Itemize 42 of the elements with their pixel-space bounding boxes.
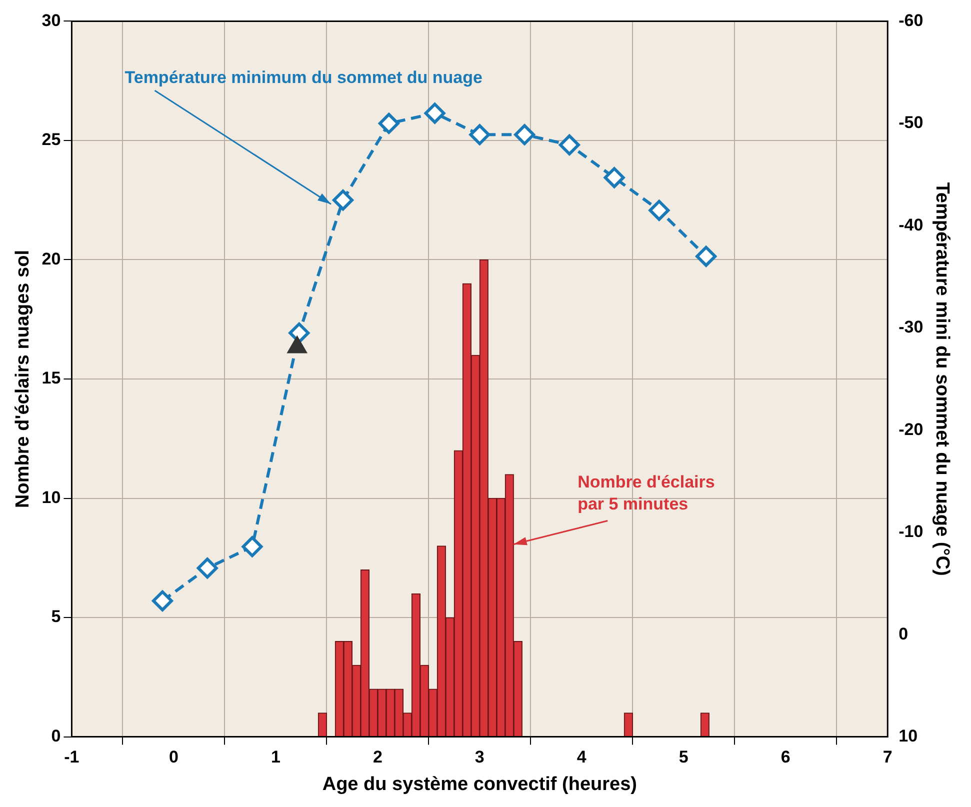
x-tick-label: -1 bbox=[64, 748, 80, 767]
point bbox=[558, 134, 580, 156]
point bbox=[514, 124, 536, 146]
x-tick-label: 2 bbox=[372, 748, 382, 767]
y-tick-label: 10 bbox=[42, 488, 61, 507]
y-tick-label: 15 bbox=[42, 368, 61, 388]
y2-tick-label: 10 bbox=[898, 726, 918, 746]
y2-tick-label: -40 bbox=[898, 215, 924, 234]
x-tick-label: 1 bbox=[270, 748, 280, 767]
x-tick-label: 7 bbox=[882, 748, 892, 767]
point bbox=[604, 167, 625, 188]
text: Température minimum du sommet du nuage bbox=[124, 68, 482, 88]
y2-tick-label: -30 bbox=[898, 318, 924, 337]
y-tick-label: 5 bbox=[51, 607, 61, 626]
y-tick-label: 20 bbox=[42, 249, 61, 268]
point bbox=[152, 590, 173, 612]
x-axis-title: Age du système convectif (heures) bbox=[322, 774, 637, 795]
x-tick-label: 5 bbox=[678, 748, 688, 767]
y2-tick-label: -50 bbox=[898, 113, 924, 132]
y2-tick-label: -20 bbox=[898, 420, 924, 439]
y2-axis-title: Température mini du sommet du nuage (°C) bbox=[931, 182, 952, 576]
text: Nombre d'éclairs par 5 minutes bbox=[578, 472, 715, 514]
y2-tick-label: 0 bbox=[898, 624, 908, 644]
y-tick-label: 0 bbox=[51, 726, 61, 746]
y-tick-label: 25 bbox=[42, 130, 61, 150]
point bbox=[378, 112, 400, 134]
point bbox=[424, 102, 446, 124]
point bbox=[288, 322, 310, 344]
point bbox=[469, 124, 490, 146]
point bbox=[332, 190, 354, 211]
x-tick-label: 0 bbox=[168, 748, 178, 767]
point bbox=[696, 246, 717, 267]
x-tick-label: 4 bbox=[576, 748, 587, 767]
x-tick-label: 6 bbox=[780, 748, 790, 767]
point bbox=[648, 200, 670, 221]
point bbox=[196, 558, 218, 579]
y-tick-label: 30 bbox=[42, 10, 61, 30]
y-axis-title: Nombre d'éclairs nuages sol bbox=[12, 250, 34, 508]
point bbox=[242, 536, 263, 558]
y2-tick-label: -60 bbox=[898, 10, 924, 30]
y2-tick-label: -10 bbox=[898, 522, 924, 542]
x-tick-label: 3 bbox=[474, 748, 484, 767]
